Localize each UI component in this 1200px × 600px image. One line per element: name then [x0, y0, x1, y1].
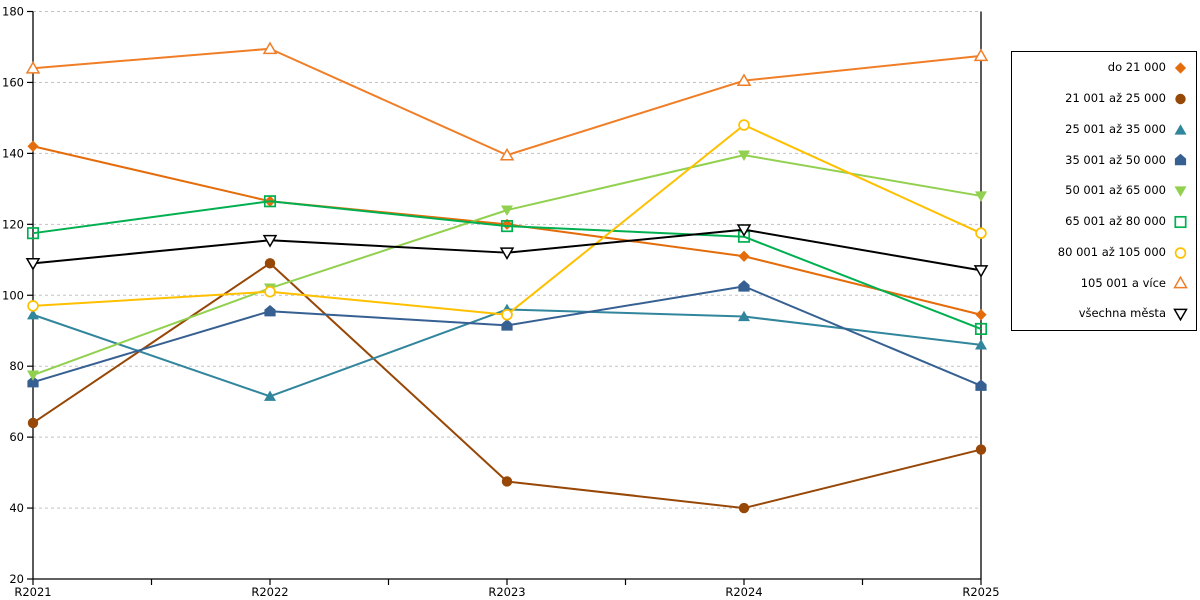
- marker-circle-hollow: [738, 119, 750, 131]
- legend-label: 50 001 až 65 000: [1065, 183, 1166, 198]
- legend-marker-icon: [1174, 215, 1187, 228]
- marker-diamond-filled: [738, 250, 750, 262]
- x-tick-label: R2023: [488, 585, 525, 599]
- marker-triangle-down-filled: [501, 205, 513, 216]
- marker-diamond-filled: [975, 309, 987, 321]
- marker-circle-filled: [738, 502, 750, 514]
- legend-label: 105 001 a více: [1080, 275, 1166, 290]
- legend-marker-icon: [1175, 93, 1186, 104]
- marker-square-hollow: [263, 195, 277, 208]
- marker-pentagon-filled: [27, 375, 39, 388]
- legend-marker-icon: [1173, 308, 1188, 321]
- x-tick-label: R2021: [14, 585, 51, 599]
- marker-circle-hollow: [975, 227, 987, 239]
- y-tick-label: 100: [2, 288, 24, 302]
- legend-marker-icon: [1174, 123, 1187, 135]
- marker-pentagon-filled: [1174, 154, 1187, 166]
- marker-square-hollow: [1174, 215, 1187, 228]
- legend-item-9: všechna města: [1020, 307, 1188, 321]
- series-line: [32, 154, 982, 376]
- marker-circle-hollow: [1174, 246, 1187, 259]
- marker-circle-hollow: [501, 309, 513, 321]
- series-line: [32, 200, 982, 330]
- marker-square-hollow: [500, 220, 514, 233]
- x-tick-label: R2025: [962, 585, 999, 599]
- marker-triangle-down-hollow: [499, 247, 515, 260]
- legend-label: všechna města: [1078, 306, 1166, 321]
- marker-triangle-down-filled: [738, 150, 750, 161]
- legend-item-2: 21 001 až 25 000: [1020, 92, 1188, 106]
- marker-circle-filled: [264, 258, 276, 269]
- marker-triangle-up-filled: [264, 390, 276, 401]
- marker-triangle-up-hollow: [499, 147, 515, 161]
- legend-item-5: 50 001 až 65 000: [1020, 184, 1188, 198]
- legend-label: 80 001 až 105 000: [1057, 244, 1166, 259]
- marker-square-hollow: [26, 227, 40, 240]
- marker-diamond-filled: [27, 140, 39, 152]
- marker-triangle-up-filled: [738, 310, 750, 322]
- marker-triangle-down-hollow: [1173, 308, 1188, 321]
- legend: do 21 000 21 001 až 25 000 25 001 až 35 00…: [1011, 51, 1197, 331]
- y-tick-label: 60: [9, 430, 24, 444]
- y-tick-label: 180: [2, 5, 24, 19]
- legend-label: do 21 000: [1107, 60, 1166, 75]
- marker-triangle-up-filled: [975, 339, 987, 350]
- marker-triangle-up-hollow: [262, 41, 278, 55]
- marker-triangle-up-hollow: [25, 60, 41, 74]
- series-line: [32, 285, 982, 387]
- legend-item-3: 25 001 až 35 000: [1020, 123, 1188, 137]
- legend-marker-icon: [1174, 246, 1187, 259]
- marker-triangle-down-hollow: [262, 234, 278, 248]
- marker-diamond-filled: [1174, 62, 1187, 74]
- marker-triangle-down-filled: [975, 191, 987, 202]
- legend-label: 25 001 až 35 000: [1065, 121, 1166, 136]
- marker-pentagon-filled: [264, 305, 276, 317]
- y-tick-label: 140: [2, 146, 24, 160]
- marker-pentagon-filled: [975, 379, 987, 391]
- legend-item-4: 35 001 až 50 000: [1020, 153, 1188, 167]
- series-line: [32, 47, 982, 157]
- legend-marker-icon: [1173, 276, 1188, 289]
- marker-triangle-up-filled: [27, 308, 39, 320]
- y-tick-label: 120: [2, 217, 24, 231]
- marker-circle-hollow: [27, 300, 39, 312]
- marker-pentagon-filled: [501, 319, 513, 331]
- legend-label: 21 001 až 25 000: [1065, 91, 1166, 105]
- marker-triangle-down-hollow: [736, 224, 752, 237]
- legend-item-1: do 21 000: [1020, 61, 1188, 75]
- y-tick-label: 40: [9, 501, 24, 515]
- marker-triangle-down-hollow: [973, 265, 989, 278]
- x-tick-label: R2022: [251, 585, 288, 599]
- marker-circle-hollow: [264, 285, 276, 298]
- legend-marker-icon: [1174, 62, 1187, 74]
- marker-circle-filled: [1175, 93, 1186, 104]
- marker-square-hollow: [974, 322, 988, 335]
- marker-circle-filled: [27, 417, 39, 429]
- y-tick-label: 80: [9, 359, 24, 373]
- marker-triangle-down-hollow: [25, 257, 41, 271]
- marker-pentagon-filled: [738, 280, 750, 292]
- legend-item-7: 80 001 až 105 000: [1020, 246, 1188, 260]
- marker-triangle-up-filled: [1174, 123, 1187, 135]
- legend-label: 65 001 až 80 000: [1065, 214, 1166, 228]
- marker-triangle-up-hollow: [973, 48, 989, 62]
- series-line: [32, 262, 982, 510]
- marker-circle-filled: [975, 444, 987, 455]
- y-tick-label: 160: [2, 75, 24, 89]
- legend-label: 35 001 až 50 000: [1065, 152, 1166, 167]
- marker-triangle-up-hollow: [736, 73, 752, 87]
- legend-item-8: 105 001 a více: [1020, 276, 1188, 290]
- marker-triangle-up-hollow: [1173, 276, 1188, 289]
- marker-triangle-down-filled: [1174, 186, 1187, 197]
- legend-marker-icon: [1174, 186, 1187, 197]
- legend-item-6: 65 001 až 80 000: [1020, 215, 1188, 229]
- x-tick-label: R2024: [725, 585, 762, 599]
- marker-circle-filled: [501, 476, 513, 487]
- legend-marker-icon: [1174, 154, 1187, 166]
- y-tick-label: 20: [9, 572, 24, 586]
- marker-triangle-down-filled: [27, 370, 39, 381]
